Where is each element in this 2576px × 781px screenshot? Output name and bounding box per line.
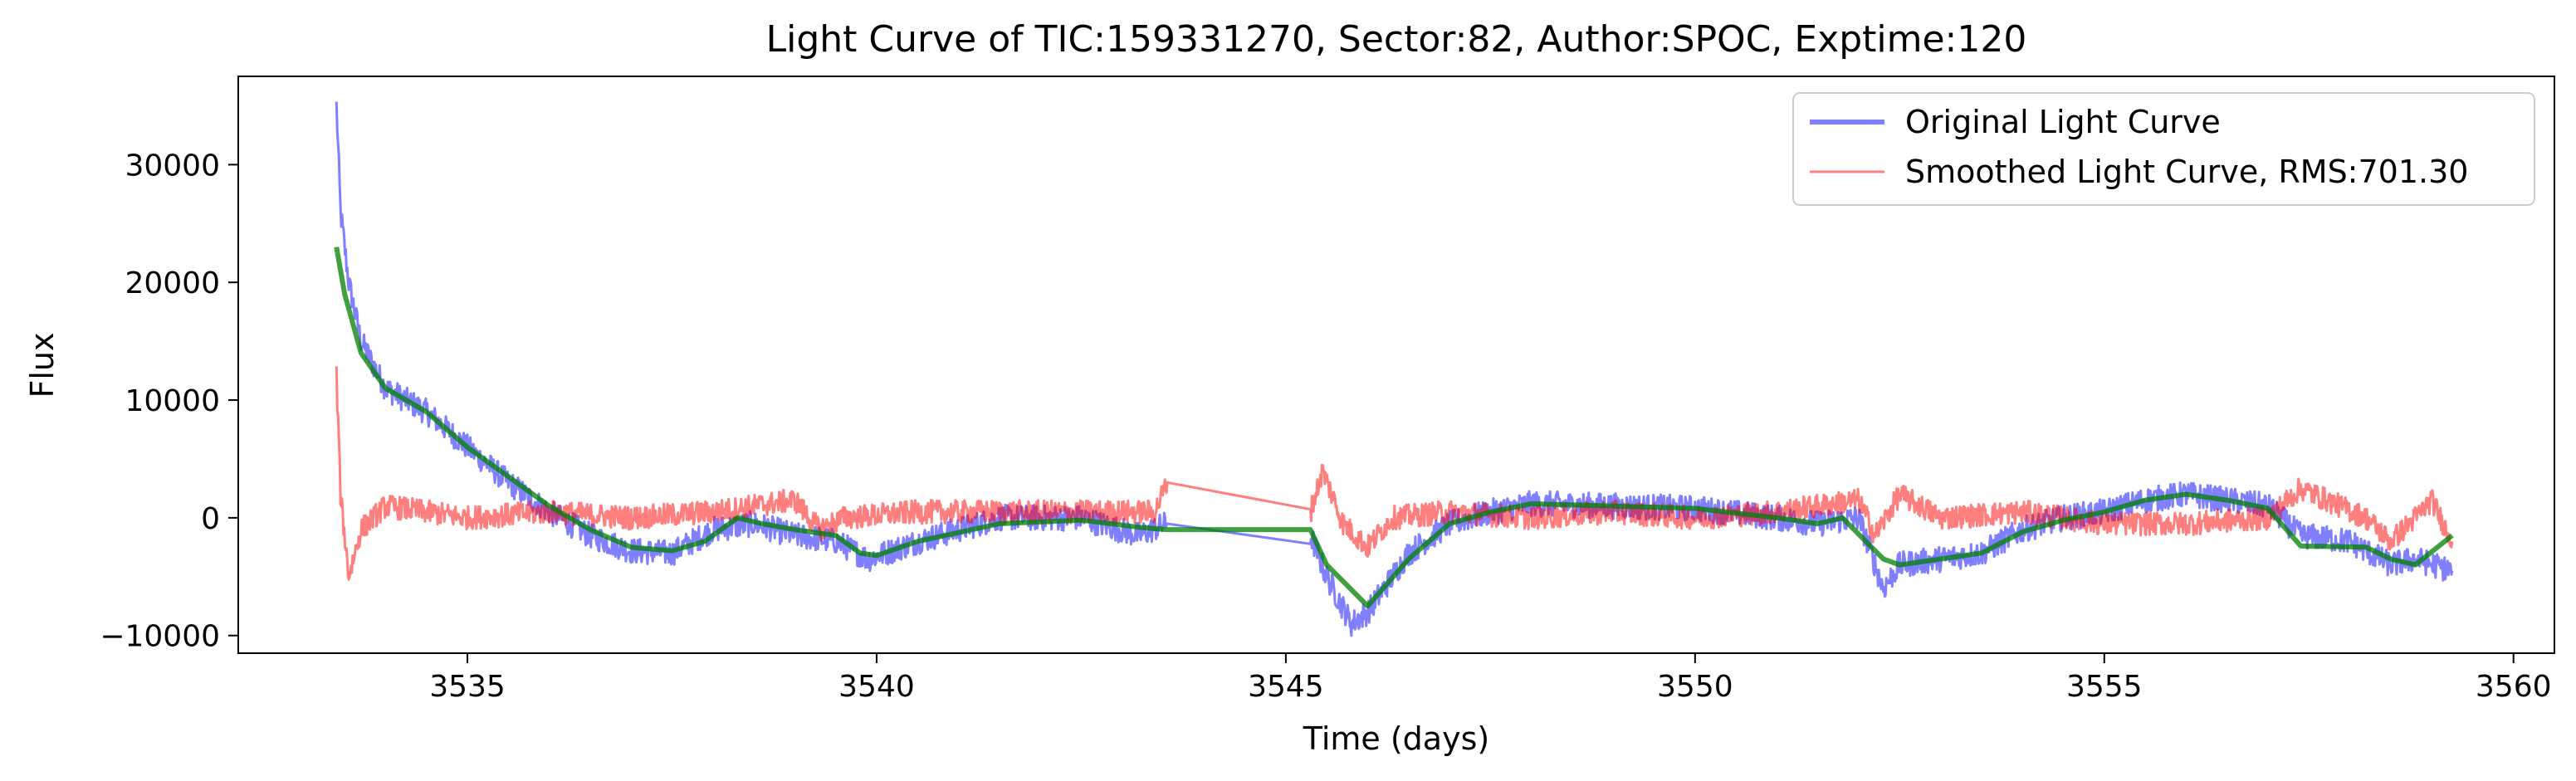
x-tick-label: 3555: [2066, 670, 2143, 704]
y-tick-label: 10000: [125, 384, 220, 418]
x-tick-label: 3550: [1657, 670, 1733, 704]
x-axis: 3535 3540 3545 3550 3555 3560: [429, 653, 2552, 704]
x-tick-label: 3560: [2476, 670, 2552, 704]
x-tick-label: 3540: [838, 670, 915, 704]
y-tick-label: 0: [201, 502, 220, 536]
y-axis: −10000 0 10000 20000 30000: [100, 149, 238, 654]
legend-label-smoothed: Smoothed Light Curve, RMS:701.30: [1905, 154, 2468, 190]
x-axis-label: Time (days): [1303, 720, 1489, 757]
chart-title: Light Curve of TIC:159331270, Sector:82,…: [766, 18, 2027, 61]
legend: Original Light Curve Smoothed Light Curv…: [1792, 92, 2535, 206]
plot-frame: [237, 76, 2555, 654]
series-layer: [334, 101, 2454, 637]
y-tick-label: 30000: [125, 149, 220, 183]
x-tick-label: 3535: [429, 670, 506, 704]
y-tick-label: −10000: [100, 620, 220, 654]
y-axis-label: Flux: [24, 333, 61, 398]
legend-label-original: Original Light Curve: [1905, 104, 2221, 140]
y-tick-label: 20000: [125, 266, 220, 300]
legend-box: [1792, 92, 2535, 206]
series-line-2: [334, 247, 2454, 609]
x-tick-label: 3545: [1248, 670, 1324, 704]
